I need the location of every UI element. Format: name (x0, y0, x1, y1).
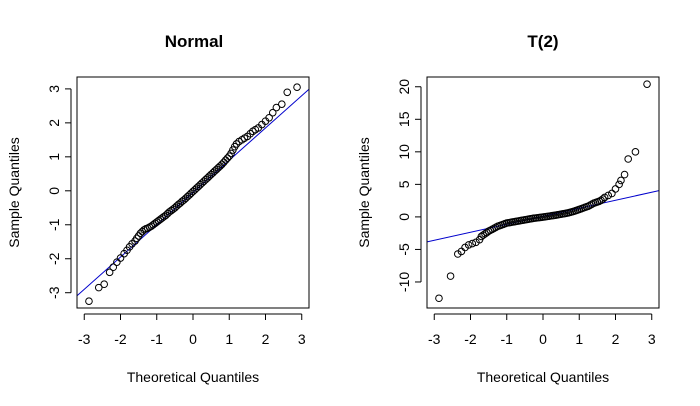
y-tick-label: 0 (46, 187, 62, 195)
x-tick-label: 2 (262, 331, 270, 347)
x-axis-label: Theoretical Quantiles (127, 369, 259, 385)
data-point (94, 283, 103, 292)
y-tick-label: -1 (46, 218, 62, 231)
data-point (293, 83, 301, 91)
y-tick-label: 20 (396, 79, 412, 95)
data-point (464, 241, 473, 249)
data-point (105, 268, 114, 277)
data-point (631, 148, 640, 156)
y-tick-label: 2 (46, 119, 62, 127)
data-point (615, 180, 623, 189)
data-point (268, 108, 277, 117)
x-tick-label: -3 (428, 331, 441, 347)
data-point (446, 272, 455, 280)
x-tick-label: -1 (151, 331, 164, 347)
data-point (232, 140, 241, 148)
qq-plot-normal: Normal -3 -2 -1 0 1 2 3 -3 -2 -1 0 1 2 3 Theoretical Qu… (6, 32, 310, 385)
data-point (599, 195, 607, 203)
data-point (468, 239, 477, 248)
data-point (643, 80, 651, 88)
data-point (278, 100, 286, 108)
x-tick-label: 2 (612, 331, 620, 347)
x-tick-label: 1 (575, 331, 583, 347)
data-point (100, 280, 108, 289)
plot-frame (426, 76, 660, 309)
y-tick-label: 15 (396, 111, 412, 127)
data-point (608, 189, 616, 198)
data-point (283, 88, 292, 97)
data-point (435, 294, 443, 303)
x-tick-label: -3 (78, 331, 91, 347)
data-point (620, 170, 629, 179)
x-tick-label: 0 (539, 331, 547, 347)
data-point (604, 191, 613, 200)
x-tick-label: 0 (189, 331, 197, 347)
x-tick-label: -2 (114, 331, 127, 347)
y-tick-label: -10 (396, 272, 412, 292)
y-tick-label: 1 (46, 153, 62, 161)
data-point (624, 155, 632, 163)
chart-title: Normal (165, 32, 224, 51)
x-tick-label: 3 (298, 331, 306, 347)
chart-title: T(2) (527, 32, 558, 51)
plot-frame (76, 76, 310, 309)
y-tick-label: -5 (396, 243, 412, 256)
data-point (246, 129, 255, 138)
y-axis-label: Sample Quantiles (6, 137, 22, 248)
data-point (272, 103, 281, 112)
data-point (265, 113, 273, 122)
x-axis-label: Theoretical Quantiles (477, 369, 609, 385)
x-tick-label: -2 (464, 331, 477, 347)
data-point (617, 176, 625, 185)
y-tick-label: 10 (396, 144, 412, 160)
x-tick-label: -1 (501, 331, 514, 347)
x-tick-label: 1 (225, 331, 233, 347)
y-tick-label: -2 (46, 252, 62, 265)
y-axis-label: Sample Quantiles (356, 137, 372, 248)
data-point (109, 263, 118, 272)
y-tick-label: -3 (46, 286, 62, 299)
data-point (116, 254, 125, 262)
y-tick-label: 5 (396, 180, 412, 188)
y-tick-label: 0 (396, 213, 412, 221)
data-point (85, 297, 93, 306)
data-point (143, 224, 152, 232)
data-point (133, 234, 141, 243)
data-point (223, 154, 232, 162)
data-point (600, 193, 609, 202)
data-point (611, 185, 620, 193)
y-tick-label: 3 (46, 85, 62, 93)
data-point (221, 156, 230, 165)
x-tick-label: 3 (648, 331, 656, 347)
